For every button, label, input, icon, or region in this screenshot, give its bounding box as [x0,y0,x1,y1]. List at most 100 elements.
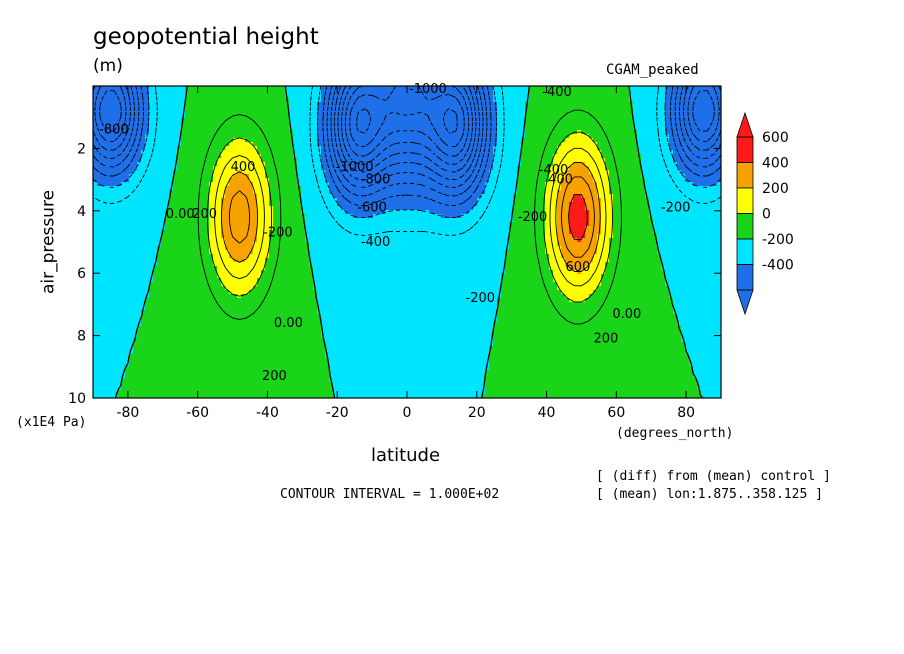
field-cell [233,266,238,271]
field-cell [113,326,118,331]
field-cell [333,374,338,379]
field-cell [145,262,150,267]
field-cell [177,118,182,123]
field-cell [177,242,182,247]
field-cell [241,242,246,247]
field-cell [197,118,202,123]
field-cell [109,90,114,95]
field-cell [185,250,190,255]
field-cell [233,174,238,179]
field-cell [233,338,238,343]
field-cell [189,242,194,247]
field-cell [301,346,306,351]
field-cell [301,182,306,187]
field-cell [209,154,214,159]
field-cell [137,254,142,259]
field-cell [225,146,230,151]
field-cell [173,158,178,163]
field-cell [217,202,222,207]
field-cell [165,314,170,319]
field-cell [253,354,258,359]
field-cell [97,298,102,303]
field-cell [233,302,238,307]
field-cell [165,294,170,299]
field-cell [129,250,134,255]
field-cell [253,110,258,115]
field-cell [137,162,142,167]
field-cell [233,370,238,375]
field-cell [325,342,330,347]
field-cell [201,86,206,91]
field-cell [217,254,222,259]
field-cell [137,110,142,115]
field-cell [257,386,262,391]
field-cell [105,282,110,287]
field-cell [341,322,346,327]
field-cell [201,186,206,191]
field-cell [265,298,270,303]
field-cell [205,122,210,127]
field-cell [257,258,262,263]
field-cell [133,382,138,387]
field-cell [161,134,166,139]
field-cell [93,98,98,103]
field-cell [241,150,246,155]
field-cell [157,290,162,295]
field-cell [97,302,102,307]
field-cell [293,202,298,207]
field-cell [249,206,254,211]
field-cell [325,106,330,111]
field-cell [169,370,174,375]
field-cell [269,366,274,371]
field-cell [97,254,102,259]
field-cell [261,222,266,227]
field-cell [241,130,246,135]
field-cell [237,286,242,291]
field-cell [221,130,226,135]
field-cell [181,330,186,335]
field-cell [249,170,254,175]
field-cell [273,186,278,191]
field-cell [113,362,118,367]
field-cell [145,346,150,351]
field-cell [105,222,110,227]
field-cell [181,178,186,183]
field-cell [153,206,158,211]
field-cell [221,210,226,215]
field-cell [269,266,274,271]
field-cell [109,166,114,171]
field-cell [201,162,206,167]
field-cell [241,234,246,239]
field-cell [121,110,126,115]
field-cell [337,354,342,359]
field-cell [221,346,226,351]
field-cell [137,114,142,119]
field-cell [117,358,122,363]
field-cell [341,358,346,363]
field-cell [109,114,114,119]
field-cell [209,354,214,359]
field-cell [309,326,314,331]
field-cell [129,334,134,339]
field-cell [317,294,322,299]
field-cell [217,394,222,398]
field-cell [109,318,114,323]
field-cell [225,194,230,199]
field-cell [197,154,202,159]
field-cell [261,378,266,383]
field-cell [209,198,214,203]
field-cell [137,182,142,187]
field-cell [321,362,326,367]
field-cell [337,314,342,319]
field-cell [293,174,298,179]
field-cell [197,158,202,163]
field-cell [217,294,222,299]
field-cell [293,194,298,199]
field-cell [161,338,166,343]
field-cell [113,166,118,171]
field-cell [221,202,226,207]
field-cell [273,370,278,375]
field-cell [269,102,274,107]
field-cell [237,206,242,211]
field-cell [153,266,158,271]
